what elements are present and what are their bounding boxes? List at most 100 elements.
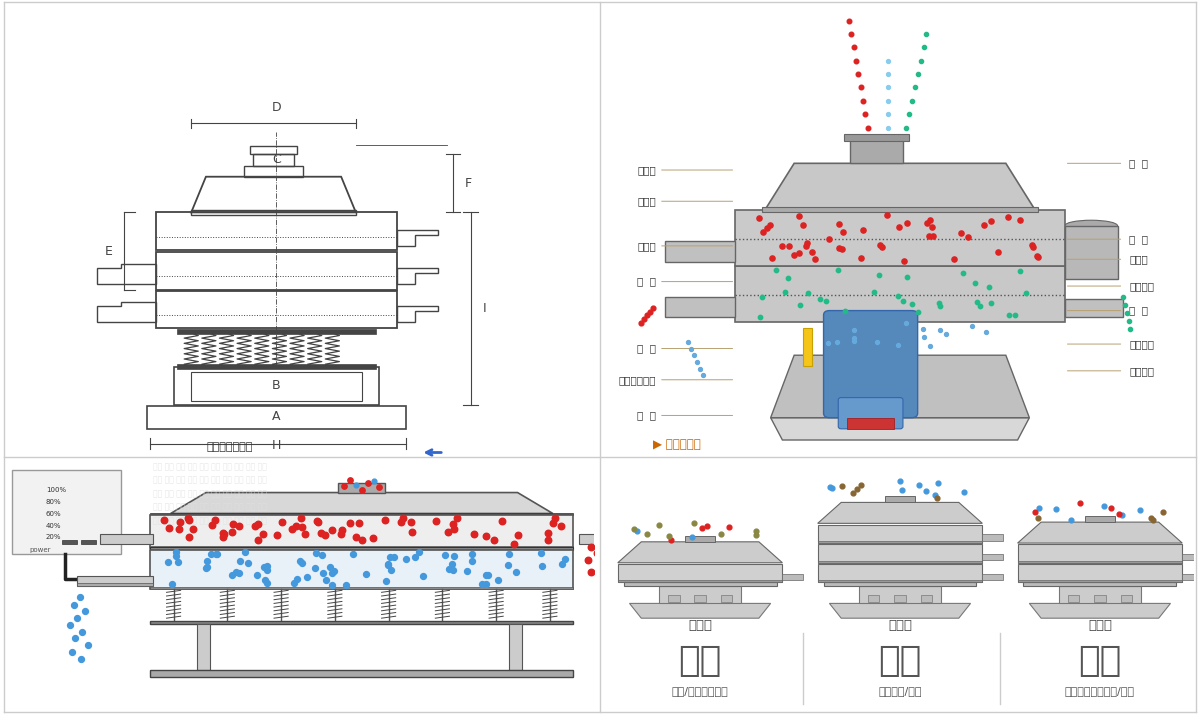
Point — [913, 323, 932, 335]
Point — [323, 567, 342, 578]
Point — [499, 559, 518, 570]
Text: 粉末 粉末 粉末 粉末 粉末 粉末 粉末 粉末 粉末 粉末: 粉末 粉末 粉末 粉末 粉末 粉末 粉末 粉末 粉末 粉末 — [154, 476, 266, 485]
Point — [179, 514, 198, 526]
Bar — [803, 328, 812, 366]
Point — [899, 109, 918, 120]
Text: H: H — [271, 439, 281, 452]
Point — [888, 291, 907, 302]
Point — [967, 296, 986, 308]
Point — [1016, 287, 1036, 298]
Point — [380, 551, 400, 563]
Point — [637, 310, 656, 321]
Point — [499, 548, 518, 560]
Circle shape — [35, 512, 42, 516]
Point — [980, 297, 1000, 308]
Point — [203, 520, 222, 531]
Polygon shape — [770, 418, 1030, 440]
Text: 加重块: 加重块 — [1129, 254, 1148, 264]
Point — [509, 530, 528, 541]
Point — [649, 520, 668, 531]
Bar — [1064, 226, 1117, 279]
Point — [323, 525, 342, 536]
Point — [684, 518, 703, 529]
Point — [590, 560, 610, 572]
Point — [444, 523, 463, 535]
Point — [488, 575, 508, 586]
Point — [643, 303, 662, 314]
Point — [293, 558, 312, 569]
Bar — [150, 550, 574, 588]
Point — [1114, 291, 1133, 303]
Point — [974, 220, 994, 231]
Point — [155, 514, 174, 526]
Point — [785, 249, 804, 261]
Point — [1022, 239, 1042, 251]
Point — [1100, 503, 1120, 514]
Text: 进料口: 进料口 — [637, 165, 656, 175]
Point — [898, 217, 917, 228]
Bar — [983, 554, 1003, 560]
Point — [378, 558, 397, 569]
Point — [552, 558, 571, 569]
Text: 粉末 粉末 粉末 粉末 粉末 粉末 粉末 粉末 粉末 粉末: 粉末 粉末 粉末 粉末 粉末 粉末 粉末 粉末 粉末 粉末 — [154, 516, 266, 526]
Point — [878, 55, 898, 66]
Point — [426, 516, 445, 527]
Point — [462, 548, 481, 560]
Bar — [823, 583, 977, 586]
Bar — [150, 546, 574, 548]
Text: 上部重锤: 上部重锤 — [1129, 281, 1154, 291]
Point — [690, 363, 709, 374]
Bar — [150, 547, 574, 550]
Point — [864, 286, 883, 298]
Text: 20%: 20% — [46, 534, 61, 540]
Point — [844, 487, 863, 498]
Point — [917, 28, 936, 39]
Bar — [1024, 583, 1176, 586]
Point — [473, 579, 492, 590]
Bar — [762, 207, 1038, 213]
Bar — [736, 210, 1064, 266]
Point — [685, 349, 704, 361]
Point — [898, 271, 917, 283]
Text: 颗粒/粉末准确分级: 颗粒/粉末准确分级 — [672, 686, 728, 696]
Point — [341, 518, 360, 529]
Point — [1130, 505, 1150, 516]
Point — [790, 211, 809, 222]
Text: 粉末 粉末 粉末 粉末 粉末 粉末 粉末 粉末 粉末 粉末: 粉末 粉末 粉末 粉末 粉末 粉末 粉末 粉末 粉末 粉末 — [154, 489, 266, 498]
Point — [661, 534, 680, 545]
Point — [317, 575, 336, 586]
Point — [1070, 498, 1090, 509]
Point — [754, 226, 773, 237]
Point — [578, 554, 598, 565]
Point — [682, 343, 701, 354]
Point — [1112, 509, 1132, 521]
Bar — [580, 534, 614, 544]
Point — [1120, 316, 1139, 327]
Point — [343, 548, 362, 560]
Point — [1027, 251, 1046, 262]
Polygon shape — [1018, 522, 1182, 543]
Text: 去除异物/结块: 去除异物/结块 — [878, 686, 922, 696]
Point — [539, 534, 558, 545]
Polygon shape — [829, 603, 971, 618]
Point — [352, 534, 371, 545]
Point — [697, 520, 716, 531]
Point — [779, 241, 798, 252]
Point — [791, 299, 810, 311]
Bar — [850, 139, 902, 164]
Point — [908, 306, 928, 318]
Point — [272, 517, 292, 528]
Point — [752, 291, 772, 303]
Point — [544, 518, 563, 529]
Bar — [817, 544, 983, 563]
Point — [442, 558, 461, 570]
Point — [923, 231, 942, 242]
Point — [170, 516, 190, 528]
Point — [1000, 310, 1019, 321]
Point — [896, 318, 916, 329]
Bar — [176, 364, 377, 368]
Point — [292, 521, 311, 533]
Point — [295, 528, 314, 540]
Point — [62, 646, 82, 658]
Point — [167, 546, 186, 558]
